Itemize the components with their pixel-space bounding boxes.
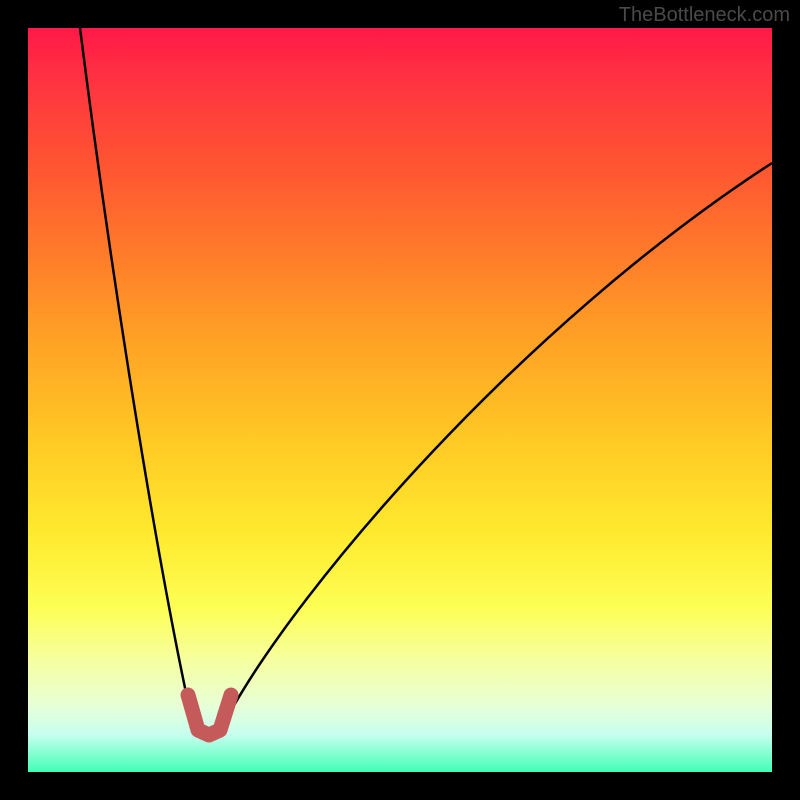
chart-canvas: TheBottleneck.com (0, 0, 800, 800)
marker-u (188, 695, 231, 735)
curve-svg (28, 28, 772, 772)
bottleneck-curve-right (228, 163, 772, 716)
watermark-text: TheBottleneck.com (619, 4, 790, 27)
bottleneck-curve-left (80, 28, 191, 716)
plot-area (28, 28, 772, 772)
